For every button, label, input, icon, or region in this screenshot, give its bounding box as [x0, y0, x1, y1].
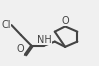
Text: O: O — [61, 16, 69, 26]
Text: NH: NH — [37, 35, 52, 45]
Text: O: O — [16, 44, 24, 54]
Text: Cl: Cl — [1, 20, 10, 30]
